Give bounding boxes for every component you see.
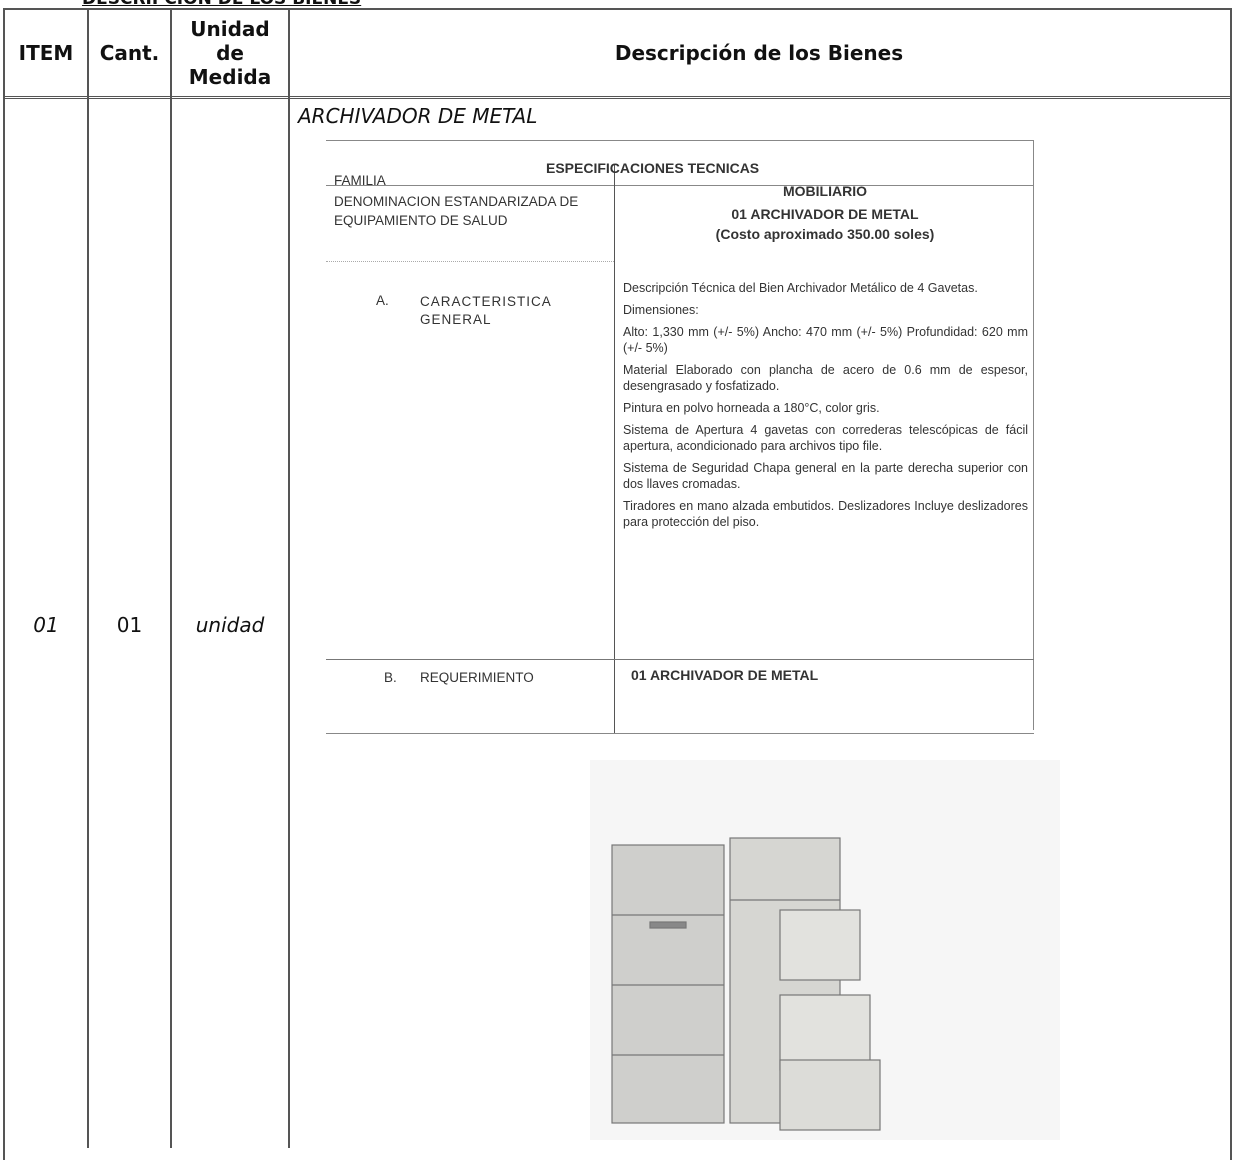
header-cant: Cant. bbox=[99, 41, 160, 65]
paragraph: Alto: 1,330 mm (+/- 5%) Ancho: 470 mm (+… bbox=[623, 325, 1028, 355]
paragraph: Pintura en polvo horneada a 180°C, color… bbox=[623, 401, 880, 415]
paragraph: Tiradores en mano alzada embutidos. Desl… bbox=[623, 499, 1028, 529]
col-rule bbox=[87, 8, 89, 1148]
section-paragraphs: Descripción Técnica del Bien Archivador … bbox=[623, 280, 1028, 536]
section-letter: A. bbox=[376, 293, 389, 308]
spec-frame bbox=[326, 140, 1034, 186]
spec-value: 01 ARCHIVADOR DE METAL bbox=[731, 206, 919, 222]
paragraph: Material Elaborado con plancha de acero … bbox=[623, 363, 1028, 393]
col-rule bbox=[288, 8, 290, 1148]
spec-label: DENOMINACION ESTANDARIZADA DE EQUIPAMIEN… bbox=[334, 194, 579, 228]
header-unit: Unidad de Medida bbox=[188, 17, 272, 89]
cell-qty: 01 bbox=[116, 613, 143, 637]
paragraph: Sistema de Seguridad Chapa general en la… bbox=[623, 461, 1028, 491]
section-label: REQUERIMIENTO bbox=[420, 670, 534, 685]
spec-value: (Costo aproximado 350.00 soles) bbox=[715, 226, 935, 242]
section-value: 01 ARCHIVADOR DE METAL bbox=[631, 667, 819, 683]
header-item: ITEM bbox=[18, 41, 74, 65]
table-frame bbox=[3, 8, 1232, 1160]
section-letter: B. bbox=[384, 670, 397, 685]
header-rule bbox=[3, 96, 1230, 99]
paragraph: Dimensiones: bbox=[623, 303, 699, 317]
section-title: DESCRIPCION DE LOS BIENES bbox=[82, 0, 361, 9]
item-name: ARCHIVADOR DE METAL bbox=[298, 104, 538, 128]
section-label: CARACTERISTICA GENERAL bbox=[420, 294, 552, 327]
col-rule bbox=[170, 8, 172, 1148]
spec-title: ESPECIFICACIONES TECNICAS bbox=[546, 160, 760, 176]
spec-rule bbox=[326, 733, 1034, 734]
header-description: Descripción de los Bienes bbox=[614, 41, 904, 65]
spec-border bbox=[1033, 140, 1034, 730]
product-photo bbox=[590, 760, 1060, 1140]
spec-rule bbox=[326, 261, 614, 262]
spec-rule bbox=[326, 659, 1034, 660]
spec-sheet: ESPECIFICACIONES TECNICAS FAMILIA MOBILI… bbox=[326, 140, 1036, 735]
paragraph: Sistema de Apertura 4 gavetas con corred… bbox=[623, 423, 1028, 453]
spec-value: MOBILIARIO bbox=[783, 183, 867, 199]
paragraph: Descripción Técnica del Bien Archivador … bbox=[623, 281, 978, 295]
cell-item: 01 bbox=[33, 613, 59, 637]
spec-divider bbox=[614, 164, 615, 734]
spec-label: FAMILIA bbox=[334, 173, 386, 188]
cell-unit: unidad bbox=[195, 613, 265, 637]
